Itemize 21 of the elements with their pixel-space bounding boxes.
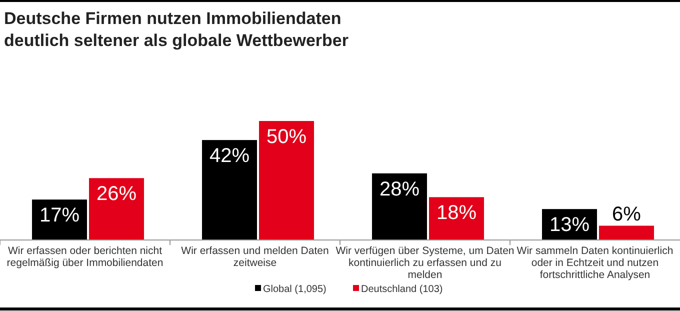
- bar: [32, 200, 87, 240]
- data-label: 50%: [266, 126, 307, 148]
- x-tick-label: Wir erfassen oder berichten nicht regelmäßig über Immobiliendaten: [6, 245, 164, 269]
- bar: [259, 121, 314, 240]
- data-label: 42%: [209, 145, 250, 168]
- data-label: 6%: [612, 204, 642, 226]
- legend-label: Deutschland (103): [361, 284, 443, 295]
- chart-title: Deutsche Firmen nutzen Immobiliendaten deutlich seltener als globale Wettbewerber: [4, 9, 349, 50]
- bar: [89, 178, 144, 240]
- data-label: 13%: [549, 214, 590, 236]
- data-label: 28%: [379, 178, 420, 200]
- bar: [372, 173, 427, 240]
- x-tick-label: Wir erfassen und melden Daten zeitweise: [181, 245, 329, 269]
- x-tick-label: Wir verfügen über Systeme, um Daten kontinuierlich zu erfassen und zu melden: [336, 245, 514, 281]
- x-tick-label: Wir sammeln Daten kontinuierlich oder in Echtzeit und nutzen fortschrittliche Analysen: [516, 245, 674, 281]
- bar: [599, 226, 654, 240]
- bar: [202, 140, 257, 240]
- legend-label: Global (1,095): [263, 284, 326, 295]
- data-label: 17%: [39, 204, 80, 227]
- data-label: 26%: [96, 183, 137, 206]
- data-label: 18%: [436, 202, 477, 224]
